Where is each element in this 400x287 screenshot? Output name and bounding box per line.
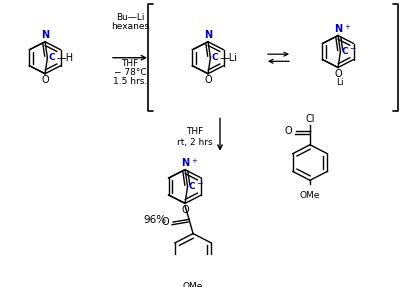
Text: hexanes: hexanes — [111, 22, 149, 31]
Text: N: N — [41, 30, 49, 40]
Text: O: O — [162, 217, 169, 227]
Text: −: − — [196, 179, 203, 188]
Text: Cl: Cl — [305, 114, 315, 124]
Text: N: N — [334, 24, 342, 34]
Text: −: − — [350, 44, 356, 53]
Text: C: C — [48, 53, 55, 62]
Text: —H: —H — [56, 53, 74, 63]
Text: O: O — [284, 127, 292, 136]
Text: —Li: —Li — [220, 53, 238, 63]
Text: C: C — [342, 47, 348, 56]
Text: N: N — [204, 30, 212, 40]
Text: THF: THF — [121, 59, 139, 68]
Text: O: O — [334, 69, 342, 79]
Text: N: N — [181, 158, 189, 168]
Text: Bu—Li: Bu—Li — [116, 13, 144, 22]
Text: rt, 2 hrs: rt, 2 hrs — [177, 137, 213, 147]
Text: 96%: 96% — [144, 215, 166, 225]
Text: OMe: OMe — [300, 191, 320, 200]
Text: +: + — [344, 24, 350, 30]
Text: C: C — [212, 53, 218, 62]
Text: O: O — [41, 75, 49, 86]
Text: O: O — [204, 75, 212, 86]
Text: +: + — [191, 158, 197, 164]
Text: 1.5 hrs.: 1.5 hrs. — [113, 77, 147, 86]
Text: − 78°C: − 78°C — [114, 68, 146, 77]
Text: OMe: OMe — [183, 282, 203, 287]
Text: O: O — [181, 205, 189, 215]
Text: C: C — [188, 182, 195, 191]
Text: Li: Li — [336, 78, 344, 87]
Text: THF: THF — [186, 127, 204, 136]
